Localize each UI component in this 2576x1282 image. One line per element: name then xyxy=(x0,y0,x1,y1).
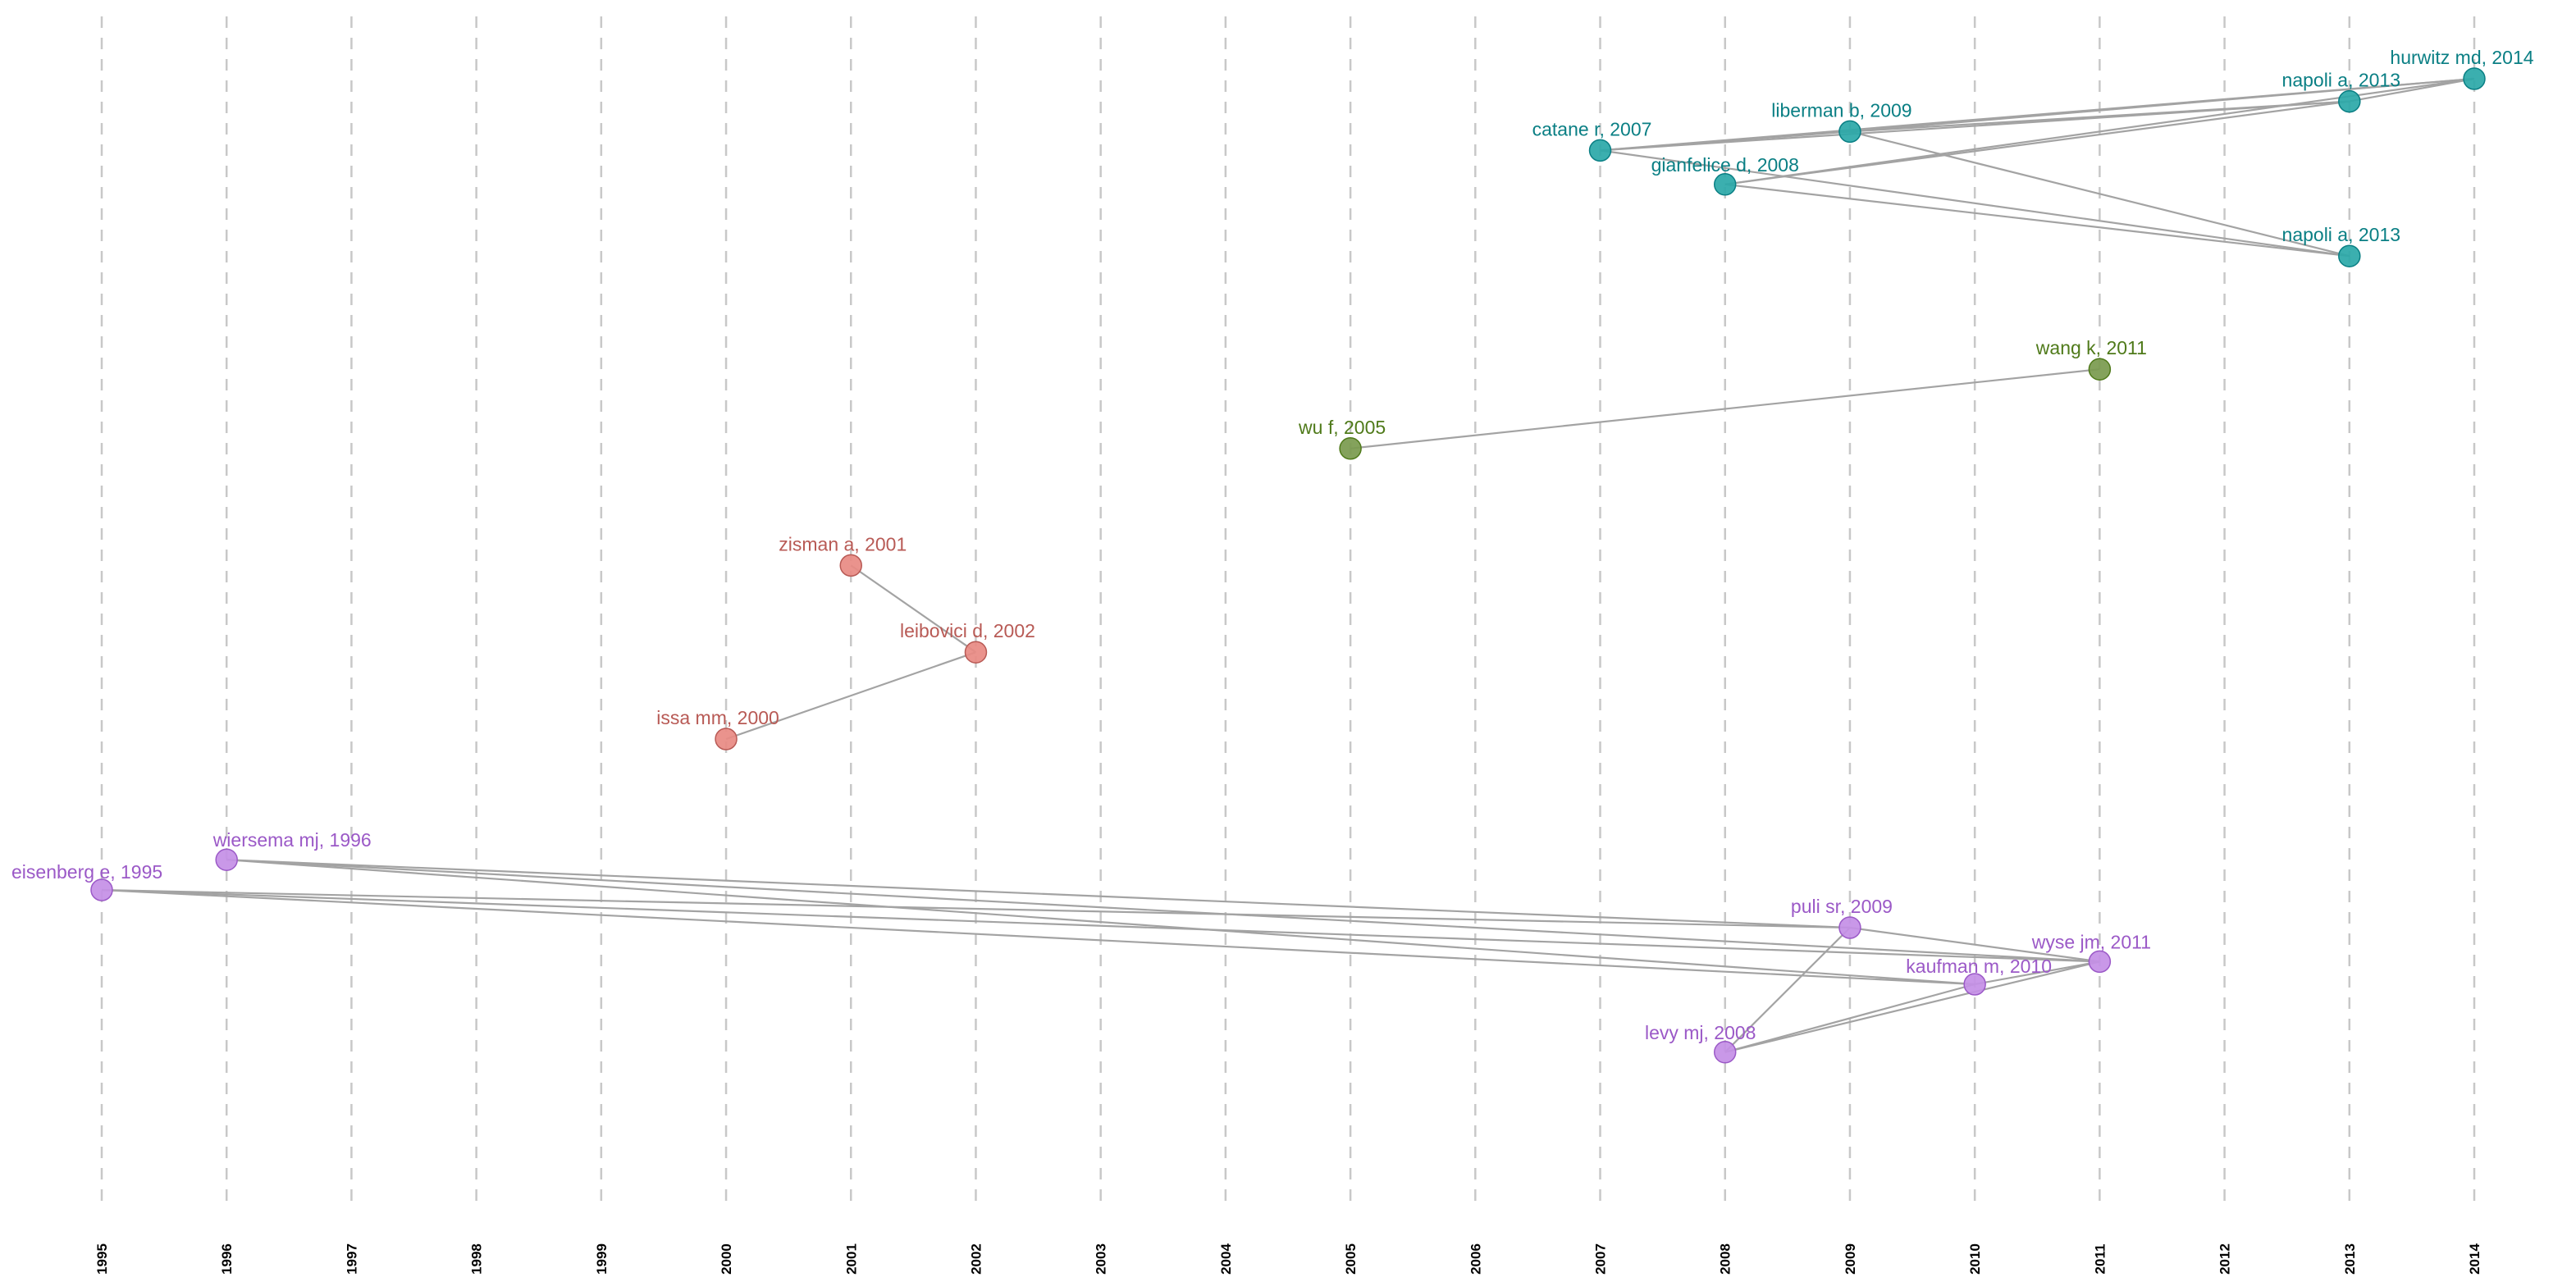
node-label-hurwitz: hurwitz md, 2014 xyxy=(2390,47,2533,68)
x-tick-label: 1995 xyxy=(94,1243,110,1275)
edge-levy-wyse xyxy=(1724,960,2100,1053)
edge-eisenberg-wyse xyxy=(101,888,2100,963)
node-label-liberman: liberman b, 2009 xyxy=(1771,99,1911,121)
x-tick-label: 2003 xyxy=(1094,1243,1109,1275)
node-liberman[interactable] xyxy=(1838,120,1861,144)
edge-liberman-napoli2 xyxy=(1849,130,2350,258)
edge-gianfelice-napoli1 xyxy=(1724,100,2350,185)
node-label-napoli1: napoli a, 2013 xyxy=(2282,70,2401,91)
node-label-gianfelice: gianfelice d, 2008 xyxy=(1651,154,1799,176)
x-tick-label: 2006 xyxy=(1468,1243,1483,1275)
node-levy[interactable] xyxy=(1713,1041,1737,1064)
edge-issa-leibovici xyxy=(725,651,976,741)
node-napoli1[interactable] xyxy=(2338,89,2361,113)
edge-wiersema-puli xyxy=(226,859,1850,929)
edge-liberman-hurwitz xyxy=(1849,77,2475,133)
node-hurwitz[interactable] xyxy=(2463,67,2486,90)
x-tick-label: 2000 xyxy=(719,1243,734,1275)
node-label-napoli2: napoli a, 2013 xyxy=(2282,224,2401,245)
node-label-levy: levy mj, 2008 xyxy=(1645,1022,1756,1043)
x-tick-label: 2012 xyxy=(2217,1243,2233,1275)
node-puli[interactable] xyxy=(1838,916,1861,939)
node-wyse[interactable] xyxy=(2088,950,2112,974)
x-tick-label: 2005 xyxy=(1343,1243,1359,1275)
x-tick-label: 2008 xyxy=(1718,1243,1733,1275)
node-wu[interactable] xyxy=(1339,437,1362,460)
edges xyxy=(101,77,2475,1053)
edge-kaufman-wyse xyxy=(1974,960,2100,986)
x-tick-label: 2011 xyxy=(2092,1244,2108,1275)
node-label-kaufman: kaufman m, 2010 xyxy=(1906,956,2052,977)
x-tick-label: 2013 xyxy=(2342,1243,2358,1275)
node-label-wang: wang k, 2011 xyxy=(2035,337,2147,358)
node-label-catane: catane r, 2007 xyxy=(1532,118,1652,139)
x-tick-label: 1999 xyxy=(594,1243,610,1275)
edge-wiersema-wyse xyxy=(226,859,2100,963)
node-label-issa: issa mm, 2000 xyxy=(656,707,779,728)
x-tick-label: 2001 xyxy=(843,1243,859,1275)
gridlines xyxy=(100,16,2476,1206)
edge-catane-liberman xyxy=(1600,130,1851,152)
x-tick-label: 2007 xyxy=(1593,1243,1609,1275)
edge-napoli1-hurwitz xyxy=(2349,77,2475,103)
edge-liberman-napoli1 xyxy=(1849,100,2350,133)
edge-catane-napoli2 xyxy=(1600,149,2350,258)
edge-levy-kaufman xyxy=(1724,983,1975,1053)
x-tick-label: 2010 xyxy=(1967,1243,1983,1275)
nodes xyxy=(90,67,2486,1064)
node-label-wyse: wyse jm, 2011 xyxy=(2031,931,2151,952)
node-label-zisman: zisman a, 2001 xyxy=(779,533,907,554)
edge-puli-wyse xyxy=(1849,926,2100,963)
node-catane[interactable] xyxy=(1588,139,1612,162)
x-tick-label: 2014 xyxy=(2467,1243,2482,1275)
node-kaufman[interactable] xyxy=(1963,973,1986,996)
x-tick-label: 2002 xyxy=(968,1243,984,1275)
node-napoli2[interactable] xyxy=(2338,244,2361,267)
node-wiersema[interactable] xyxy=(215,848,238,871)
edge-eisenberg-kaufman xyxy=(101,888,1975,986)
node-wang[interactable] xyxy=(2088,358,2112,381)
x-tick-label: 2009 xyxy=(1843,1243,1858,1275)
edge-levy-puli xyxy=(1724,927,1851,1053)
edge-wu-wang xyxy=(1350,368,2100,449)
node-leibovici[interactable] xyxy=(964,641,988,664)
x-axis-ticks: 1995 1996 1997 1998 1999 2000 2001 2002 2003 2004… xyxy=(94,1243,2482,1275)
node-label-eisenberg: eisenberg e, 1995 xyxy=(11,861,162,883)
x-tick-label: 1996 xyxy=(219,1243,235,1275)
node-label-wiersema: wiersema mj, 1996 xyxy=(212,829,372,851)
node-label-puli: puli sr, 2009 xyxy=(1791,896,1893,917)
edge-wiersema-kaufman xyxy=(226,859,1975,986)
x-tick-label: 1997 xyxy=(344,1243,359,1275)
node-zisman[interactable] xyxy=(839,554,863,577)
edge-gianfelice-napoli2 xyxy=(1724,183,2350,258)
node-issa[interactable] xyxy=(715,728,738,750)
edge-zisman-leibovici xyxy=(850,564,977,654)
x-tick-label: 1998 xyxy=(469,1243,485,1275)
x-tick-label: 2004 xyxy=(1218,1243,1234,1275)
node-eisenberg[interactable] xyxy=(90,878,113,901)
node-label-wu: wu f, 2005 xyxy=(1298,417,1386,438)
edge-eisenberg-puli xyxy=(101,888,1850,929)
node-gianfelice[interactable] xyxy=(1713,173,1737,196)
node-label-leibovici: leibovici d, 2002 xyxy=(900,620,1035,641)
